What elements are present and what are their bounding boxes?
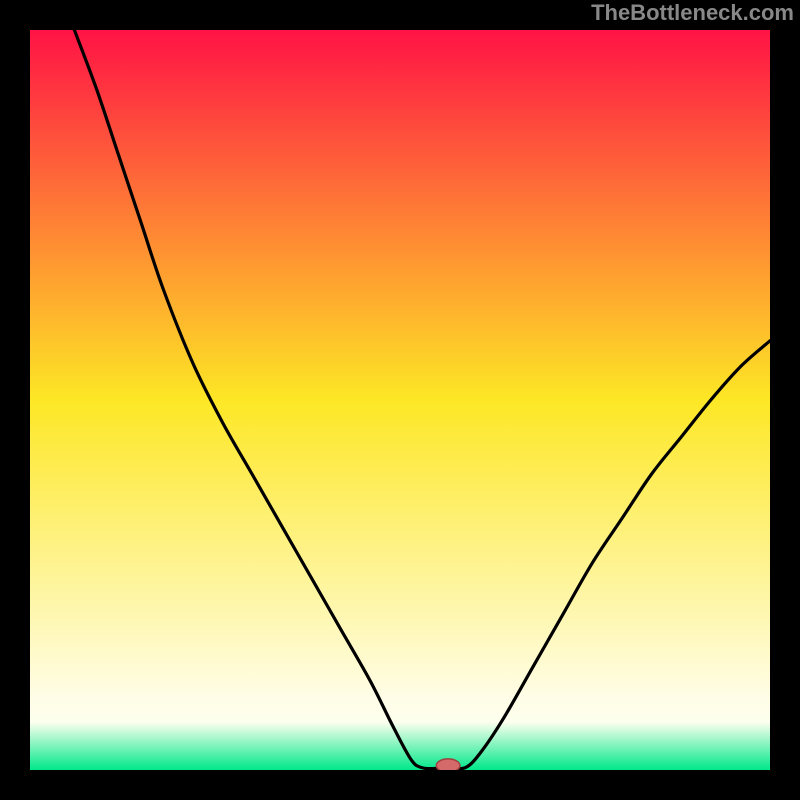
- plot-background: [30, 30, 770, 770]
- bottleneck-chart: [0, 0, 800, 800]
